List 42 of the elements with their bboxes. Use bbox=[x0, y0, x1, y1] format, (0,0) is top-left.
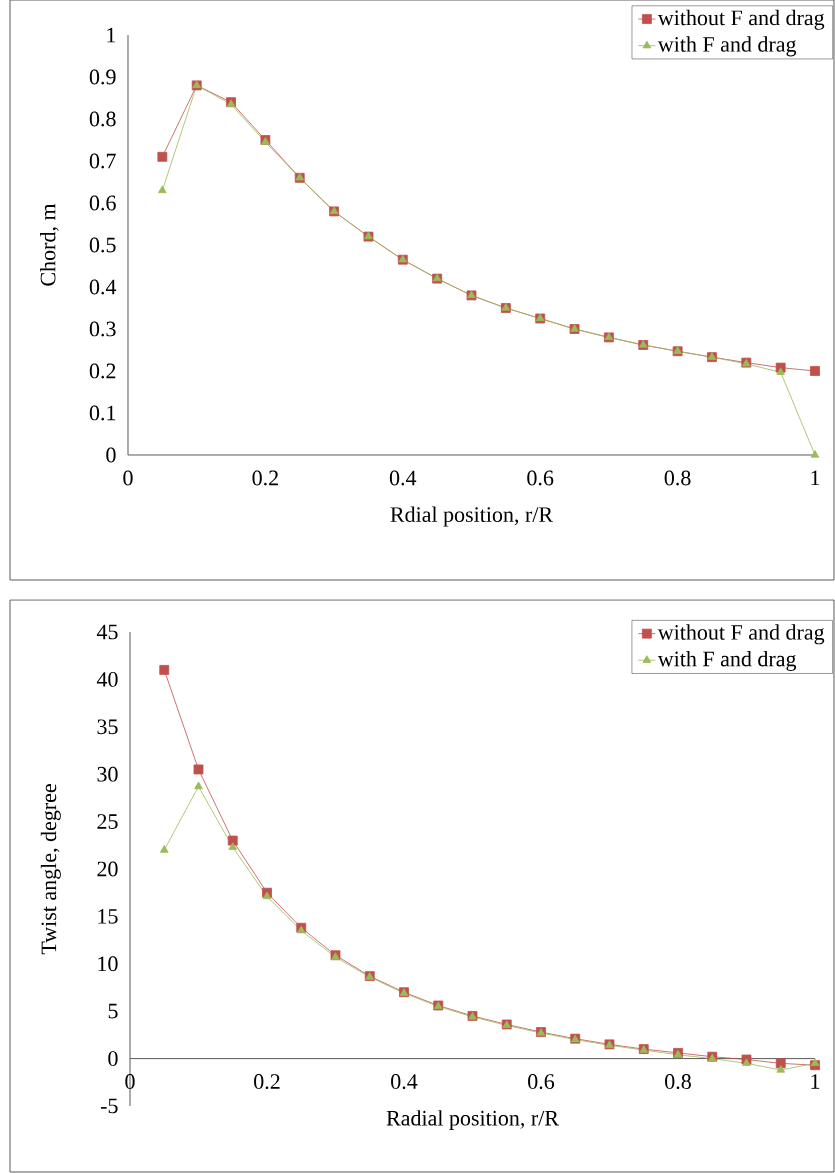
y-tick-label: 5 bbox=[108, 1003, 118, 1019]
legend-label: with F and drag bbox=[657, 36, 797, 57]
y-tick-label: 15 bbox=[98, 909, 118, 924]
x-tick-label: 0.4 bbox=[389, 470, 417, 486]
y-tick-label: -5 bbox=[100, 1098, 118, 1114]
x-axis-title: Radial position, r/R bbox=[386, 1110, 559, 1131]
x-tick-label: 0.4 bbox=[391, 1074, 418, 1090]
y-tick-label: 0.8 bbox=[89, 111, 116, 127]
x-tick-label: 0.2 bbox=[252, 470, 278, 486]
legend-label: without F and drag bbox=[657, 624, 825, 645]
x-tick-label: 0 bbox=[125, 1074, 135, 1089]
y-tick-label: 0.5 bbox=[89, 237, 116, 253]
x-axis-title: Rdial position, r/R bbox=[390, 506, 554, 527]
y-tick-label: 0.4 bbox=[89, 279, 117, 295]
y-tick-label: 10 bbox=[98, 956, 118, 972]
x-tick-label: 0.2 bbox=[254, 1074, 280, 1090]
y-tick-label: 0.9 bbox=[89, 69, 116, 85]
y-tick-label: 0.1 bbox=[89, 405, 116, 421]
y-tick-label: 0 bbox=[106, 447, 116, 463]
x-tick-label: 1 bbox=[811, 470, 820, 486]
y-axis-title: Twist angle, degree bbox=[40, 784, 61, 955]
y-tick-label: 25 bbox=[97, 814, 118, 829]
x-tick-label: 0 bbox=[123, 470, 133, 486]
x-tick-label: 0.6 bbox=[528, 1074, 555, 1090]
y-tick-label: 1 bbox=[107, 27, 116, 43]
y-axis-title: Chord, m bbox=[39, 203, 59, 286]
y-tick-label: 0.3 bbox=[89, 321, 116, 337]
y-tick-label: 45 bbox=[96, 624, 118, 640]
y-tick-label: 30 bbox=[97, 766, 118, 782]
legend-label: without F and drag bbox=[657, 9, 825, 30]
y-tick-label: 0 bbox=[108, 1051, 118, 1067]
x-tick-label: 0.8 bbox=[664, 470, 691, 486]
legend-label: with F and drag bbox=[657, 650, 797, 671]
y-tick-label: 35 bbox=[97, 719, 118, 735]
x-tick-label: 0.6 bbox=[527, 470, 554, 486]
y-tick-label: 0.6 bbox=[89, 195, 116, 211]
y-tick-label: 20 bbox=[97, 861, 118, 877]
x-tick-label: 0.8 bbox=[665, 1074, 691, 1090]
y-tick-label: 0.2 bbox=[89, 363, 116, 379]
y-tick-label: 0.7 bbox=[89, 153, 116, 169]
y-tick-label: 40 bbox=[96, 671, 118, 687]
x-tick-label: 1 bbox=[811, 1074, 820, 1089]
